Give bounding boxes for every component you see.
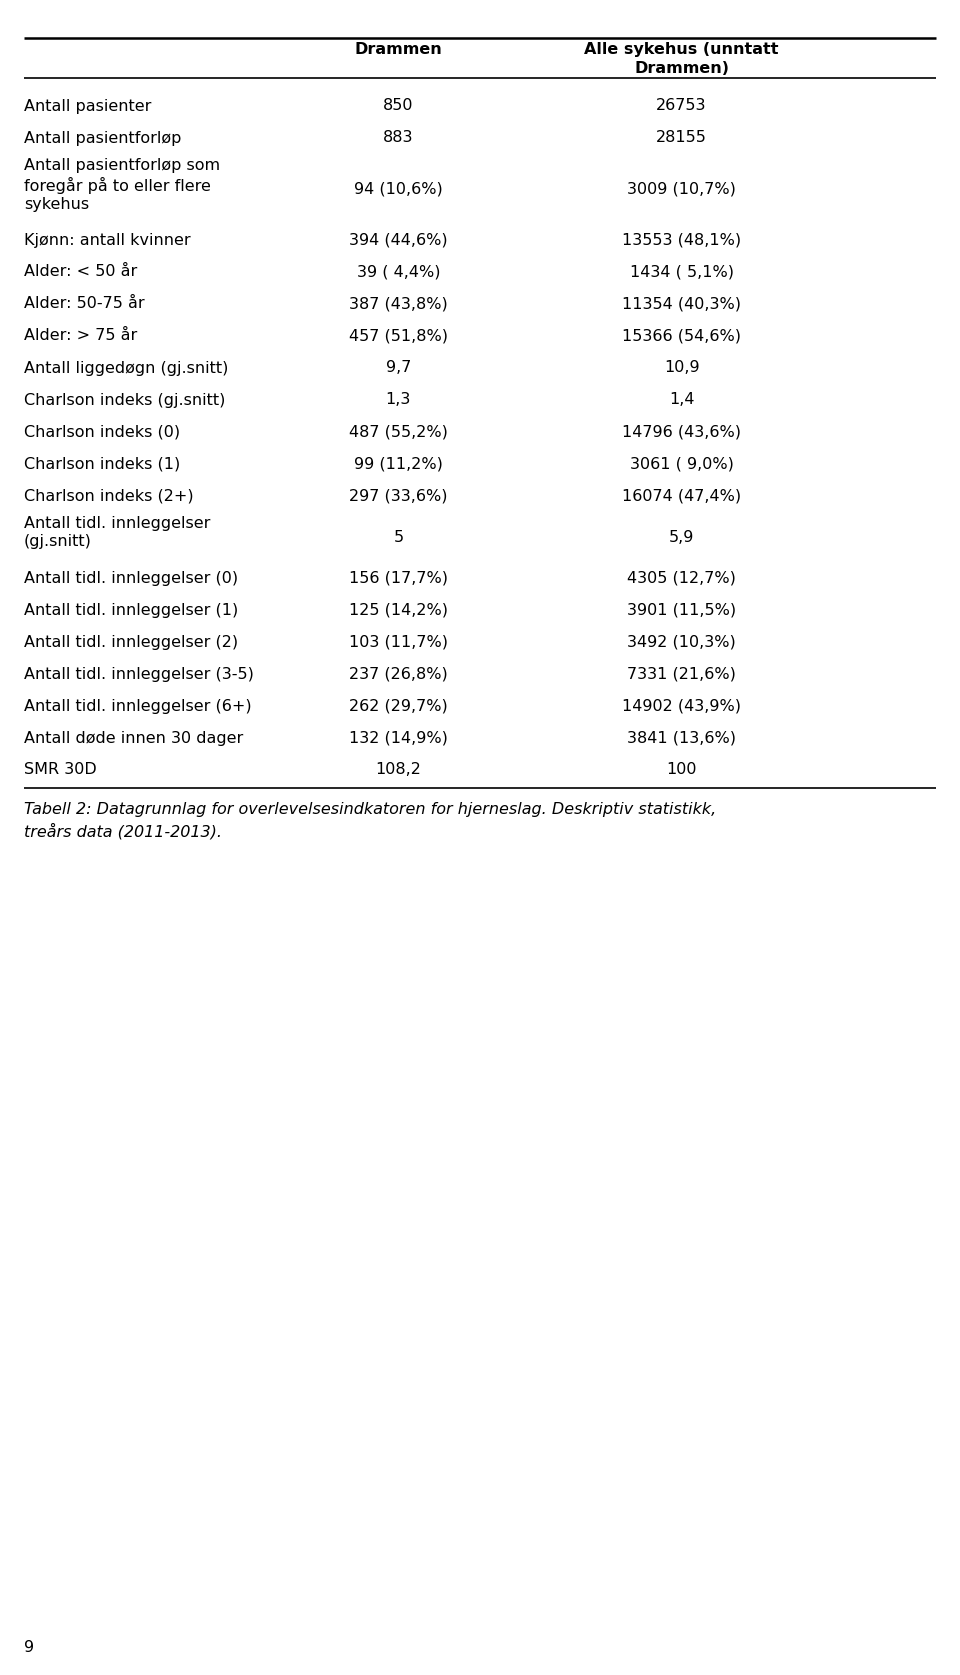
Text: 10,9: 10,9 bbox=[663, 360, 700, 375]
Text: 132 (14,9%): 132 (14,9%) bbox=[349, 730, 447, 745]
Text: 1,3: 1,3 bbox=[386, 392, 411, 407]
Text: Antall pasientforløp som
foregår på to eller flere
sykehus: Antall pasientforløp som foregår på to e… bbox=[24, 157, 220, 211]
Text: 28155: 28155 bbox=[657, 131, 707, 146]
Text: 4305 (12,7%): 4305 (12,7%) bbox=[627, 571, 736, 586]
Text: 5: 5 bbox=[394, 529, 403, 544]
Text: 394 (44,6%): 394 (44,6%) bbox=[349, 233, 447, 248]
Text: Alder: > 75 år: Alder: > 75 år bbox=[24, 328, 137, 343]
Text: 1434 ( 5,1%): 1434 ( 5,1%) bbox=[630, 265, 733, 280]
Text: Antall døde innen 30 dager: Antall døde innen 30 dager bbox=[24, 730, 243, 745]
Text: 14902 (43,9%): 14902 (43,9%) bbox=[622, 698, 741, 714]
Text: Antall pasienter: Antall pasienter bbox=[24, 99, 152, 114]
Text: 103 (11,7%): 103 (11,7%) bbox=[348, 635, 448, 650]
Text: 125 (14,2%): 125 (14,2%) bbox=[348, 603, 448, 618]
Text: Antall tidl. innleggelser (3-5): Antall tidl. innleggelser (3-5) bbox=[24, 667, 253, 682]
Text: 11354 (40,3%): 11354 (40,3%) bbox=[622, 296, 741, 312]
Text: Antall liggedøgn (gj.snitt): Antall liggedøgn (gj.snitt) bbox=[24, 360, 228, 375]
Text: SMR 30D: SMR 30D bbox=[24, 762, 97, 777]
Text: Alder: 50-75 år: Alder: 50-75 år bbox=[24, 296, 145, 312]
Text: Antall tidl. innleggelser (1): Antall tidl. innleggelser (1) bbox=[24, 603, 238, 618]
Text: 3492 (10,3%): 3492 (10,3%) bbox=[627, 635, 736, 650]
Text: Antall tidl. innleggelser (6+): Antall tidl. innleggelser (6+) bbox=[24, 698, 252, 714]
Text: 297 (33,6%): 297 (33,6%) bbox=[349, 489, 447, 504]
Text: 850: 850 bbox=[383, 99, 414, 114]
Text: 94 (10,6%): 94 (10,6%) bbox=[354, 181, 443, 196]
Text: 3901 (11,5%): 3901 (11,5%) bbox=[627, 603, 736, 618]
Text: Antall tidl. innleggelser
(gj.snitt): Antall tidl. innleggelser (gj.snitt) bbox=[24, 516, 210, 549]
Text: Drammen: Drammen bbox=[354, 42, 443, 57]
Text: 387 (43,8%): 387 (43,8%) bbox=[349, 296, 447, 312]
Text: Charlson indeks (1): Charlson indeks (1) bbox=[24, 457, 180, 471]
Text: Alder: < 50 år: Alder: < 50 år bbox=[24, 265, 137, 280]
Text: 14796 (43,6%): 14796 (43,6%) bbox=[622, 424, 741, 439]
Text: 7331 (21,6%): 7331 (21,6%) bbox=[627, 667, 736, 682]
Text: 262 (29,7%): 262 (29,7%) bbox=[349, 698, 447, 714]
Text: 16074 (47,4%): 16074 (47,4%) bbox=[622, 489, 741, 504]
Text: Kjønn: antall kvinner: Kjønn: antall kvinner bbox=[24, 233, 191, 248]
Text: 100: 100 bbox=[666, 762, 697, 777]
Text: 5,9: 5,9 bbox=[669, 529, 694, 544]
Text: Alle sykehus (unntatt
Drammen): Alle sykehus (unntatt Drammen) bbox=[585, 42, 779, 75]
Text: Charlson indeks (gj.snitt): Charlson indeks (gj.snitt) bbox=[24, 392, 226, 407]
Text: 13553 (48,1%): 13553 (48,1%) bbox=[622, 233, 741, 248]
Text: 156 (17,7%): 156 (17,7%) bbox=[348, 571, 448, 586]
Text: 99 (11,2%): 99 (11,2%) bbox=[354, 457, 443, 471]
Text: 15366 (54,6%): 15366 (54,6%) bbox=[622, 328, 741, 343]
Text: 3061 ( 9,0%): 3061 ( 9,0%) bbox=[630, 457, 733, 471]
Text: 3009 (10,7%): 3009 (10,7%) bbox=[627, 181, 736, 196]
Text: 487 (55,2%): 487 (55,2%) bbox=[349, 424, 447, 439]
Text: Charlson indeks (0): Charlson indeks (0) bbox=[24, 424, 180, 439]
Text: 3841 (13,6%): 3841 (13,6%) bbox=[627, 730, 736, 745]
Text: Antall tidl. innleggelser (2): Antall tidl. innleggelser (2) bbox=[24, 635, 238, 650]
Text: Antall pasientforløp: Antall pasientforløp bbox=[24, 131, 181, 146]
Text: Charlson indeks (2+): Charlson indeks (2+) bbox=[24, 489, 194, 504]
Text: 39 ( 4,4%): 39 ( 4,4%) bbox=[357, 265, 440, 280]
Text: 457 (51,8%): 457 (51,8%) bbox=[348, 328, 448, 343]
Text: 9: 9 bbox=[24, 1640, 35, 1655]
Text: 26753: 26753 bbox=[657, 99, 707, 114]
Text: 9,7: 9,7 bbox=[386, 360, 411, 375]
Text: 108,2: 108,2 bbox=[375, 762, 421, 777]
Text: Tabell 2: Datagrunnlag for overlevelsesindkatoren for hjerneslag. Deskriptiv sta: Tabell 2: Datagrunnlag for overlevelsesi… bbox=[24, 802, 716, 839]
Text: 237 (26,8%): 237 (26,8%) bbox=[349, 667, 447, 682]
Text: 883: 883 bbox=[383, 131, 414, 146]
Text: Antall tidl. innleggelser (0): Antall tidl. innleggelser (0) bbox=[24, 571, 238, 586]
Text: 1,4: 1,4 bbox=[669, 392, 694, 407]
